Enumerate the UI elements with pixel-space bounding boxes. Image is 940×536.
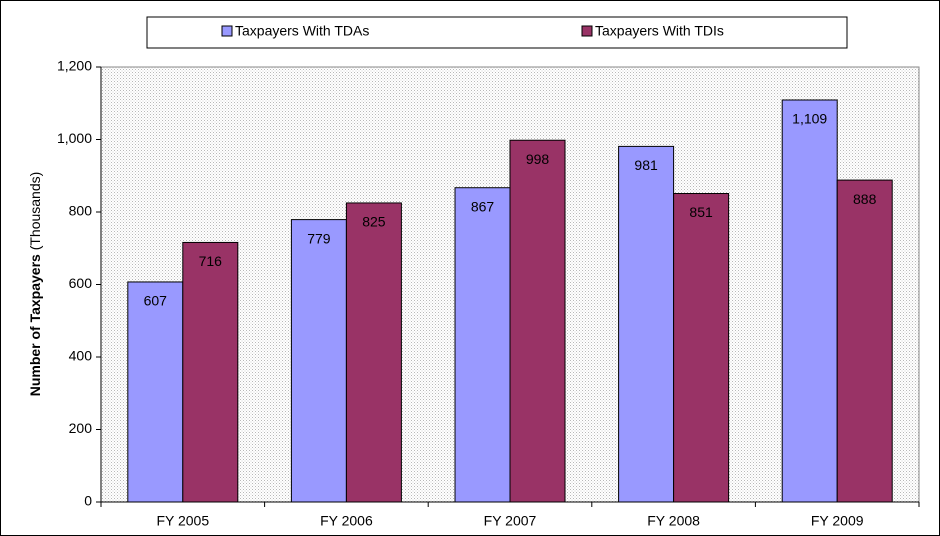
y-tick-label: 0 — [84, 493, 92, 509]
bar — [509, 139, 566, 503]
bar — [182, 241, 239, 503]
data-label: 607 — [144, 293, 168, 309]
bar — [127, 281, 184, 503]
data-label: 888 — [853, 191, 877, 207]
y-axis-label: Number of Taxpayers (Thousands) — [27, 172, 43, 397]
data-label: 998 — [526, 151, 550, 167]
bar — [673, 193, 730, 503]
data-label: 779 — [307, 230, 331, 246]
legend — [146, 16, 848, 49]
legend-swatch — [221, 25, 233, 37]
legend-label: Taxpayers With TDAs — [235, 23, 369, 39]
y-tick-label: 600 — [69, 275, 93, 291]
data-label: 716 — [199, 253, 223, 269]
legend-swatch — [581, 25, 593, 37]
y-axis-unit: (Thousands) — [27, 172, 43, 251]
x-tick-label: FY 2009 — [811, 513, 864, 529]
bar — [454, 187, 511, 503]
y-tick-label: 800 — [69, 203, 93, 219]
legend-label: Taxpayers With TDIs — [595, 23, 724, 39]
bar — [345, 202, 402, 503]
y-tick-label: 200 — [69, 420, 93, 436]
bar — [781, 99, 838, 503]
x-tick-label: FY 2006 — [320, 513, 373, 529]
bar — [836, 179, 893, 503]
bar — [290, 219, 347, 503]
y-tick-label: 1,200 — [57, 58, 92, 74]
y-tick-label: 400 — [69, 348, 93, 364]
data-label: 825 — [362, 214, 386, 230]
data-label: 1,109 — [792, 111, 827, 127]
data-label: 981 — [634, 157, 658, 173]
y-axis-title: Number of Taxpayers — [27, 254, 43, 396]
data-label: 867 — [471, 198, 495, 214]
data-label: 851 — [689, 204, 713, 220]
y-tick-label: 1,000 — [57, 130, 92, 146]
bar — [618, 145, 675, 503]
x-tick-label: FY 2008 — [647, 513, 700, 529]
x-tick-label: FY 2007 — [484, 513, 537, 529]
x-tick-label: FY 2005 — [156, 513, 209, 529]
